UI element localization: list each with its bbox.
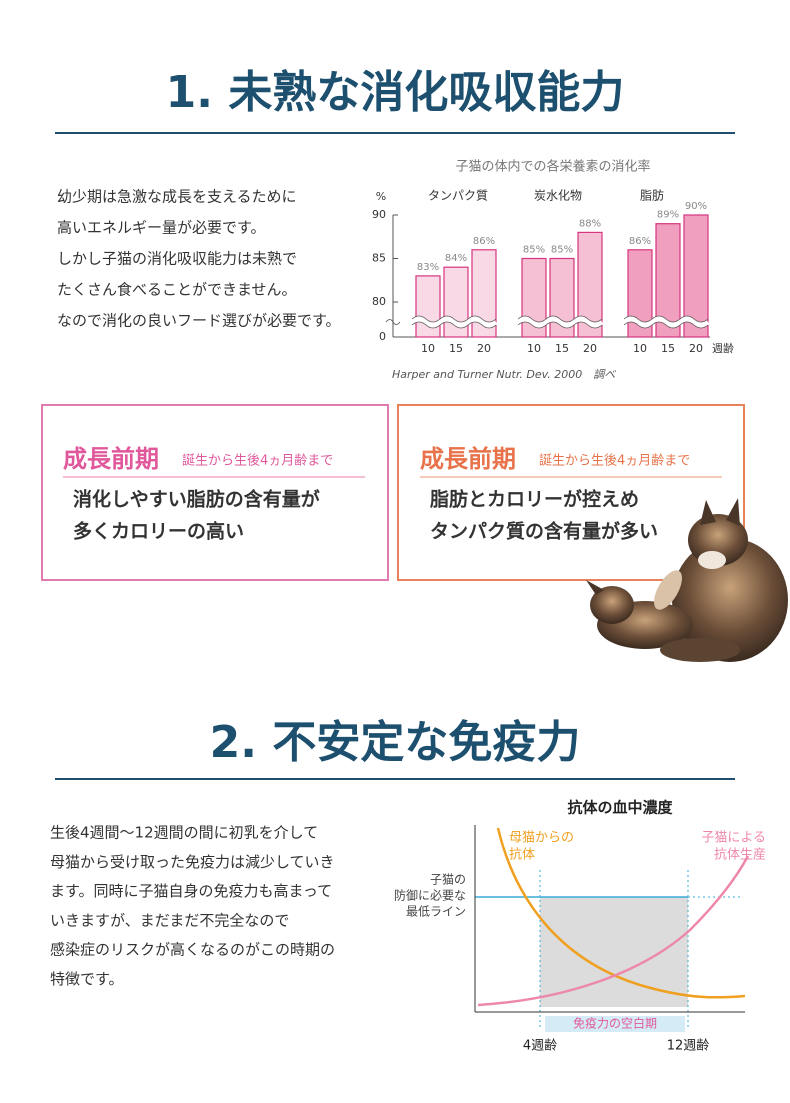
body-line: 生後4週間〜12週間の間に初乳を介して (50, 824, 318, 842)
kitten-curve (477, 855, 750, 1007)
x-unit: 週齢 (712, 341, 734, 355)
value-label: 89% (657, 210, 679, 221)
value-label: 86% (473, 236, 495, 247)
body-text: 幼少期は急激な成長を支えるために高いエネルギー量が必要です。しかし子猫の消化吸収… (57, 188, 341, 330)
body-line: なので消化の良いフード選びが必要です。 (57, 312, 341, 330)
cat-photo (586, 498, 788, 662)
bar-chart: 子猫の体内での各栄養素の消化率% 0 80 85 90 タンパク質 83% 10 84% 15 86… (372, 159, 734, 382)
series-name: 炭水化物 (534, 189, 582, 203)
kitten-label: 抗体生産 (714, 847, 766, 863)
x-tick-label: 15 (555, 342, 569, 355)
x-tick-label: 20 (583, 342, 597, 355)
stage-title: 成長前期 (63, 445, 159, 473)
x-tick-label: 20 (689, 342, 703, 355)
gap-area (540, 897, 688, 1007)
stage-title: 成長前期 (420, 445, 516, 473)
maternal-curve (496, 827, 746, 999)
threshold-label: 防御に必要な (394, 888, 466, 903)
kitten-label: 子猫による (701, 831, 766, 846)
body-line: 幼少期は急激な成長を支えるために (57, 188, 297, 206)
end-label: 12週齢 (667, 1039, 710, 1054)
gap-band (545, 1016, 685, 1032)
series-name: タンパク質 (428, 188, 488, 203)
body-line: しかし子猫の消化吸収能力は未熟で (57, 250, 297, 268)
stage-body: 脂肪とカロリーが控えめ (430, 488, 639, 511)
x-tick-label: 15 (449, 342, 463, 355)
stage-period: 誕生から生後4ヵ月齢まで (539, 454, 690, 469)
threshold-label: 最低ライン (406, 905, 466, 919)
x-tick-label: 10 (527, 342, 541, 355)
body-line: いきますが、まだまだ不完全なので (50, 911, 289, 929)
body-line: 感染症のリスクが高くなるのがこの時期の (50, 941, 335, 959)
diagram-title: 抗体の血中濃度 (567, 799, 673, 817)
body-text: 生後4週間〜12週間の間に初乳を介して母猫から受け取った免疫力は減少していきます… (50, 824, 335, 989)
value-label: 85% (551, 245, 573, 256)
y-tick-label: 0 (379, 330, 386, 343)
body-line: 高いエネルギー量が必要です。 (57, 219, 266, 237)
x-tick-label: 20 (477, 342, 491, 355)
x-tick-label: 10 (633, 342, 647, 355)
y-tick-label: 80 (372, 295, 386, 308)
stage-box (41, 404, 389, 581)
axis-break (517, 315, 603, 329)
axis-break (410, 316, 498, 328)
stage-period: 誕生から生後4ヵ月齢まで (182, 454, 333, 469)
section-title: 2. 不安定な免疫力 (210, 717, 581, 768)
section-title: 1. 未熟な消化吸収能力 (166, 67, 625, 118)
value-label: 90% (685, 201, 707, 212)
stage-body: 多くカロリーの高い (73, 520, 244, 543)
bar (683, 214, 709, 338)
value-label: 86% (629, 236, 651, 247)
axis-break (623, 315, 709, 329)
axis-break (411, 315, 497, 329)
axis-break (516, 316, 604, 328)
stage-box (397, 404, 745, 581)
stage-body: タンパク質の含有量が多い (430, 520, 658, 543)
bar (415, 275, 441, 338)
body-line: 特徴です。 (50, 970, 124, 988)
y-tick-label: 85 (372, 252, 386, 265)
x-tick-label: 10 (421, 342, 435, 355)
body-line: 母猫から受け取った免疫力は減少していき (50, 853, 335, 871)
value-label: 88% (579, 218, 601, 229)
body-line: たくさん食べることができません。 (57, 281, 297, 299)
stage-body: 消化しやすい脂肪の含有量が (73, 488, 320, 511)
gap-label: 免疫力の空白期 (573, 1016, 657, 1031)
x-tick-label: 15 (661, 342, 675, 355)
threshold-label: 子猫の (430, 873, 466, 887)
axis-break (385, 319, 401, 325)
value-label: 83% (417, 262, 439, 273)
body-line: ます。同時に子猫自身の免疫力も高まって (50, 882, 332, 900)
y-tick-label: 90 (372, 208, 386, 221)
chart-title: 子猫の体内での各栄養素の消化率 (455, 159, 650, 175)
series-name: 脂肪 (640, 188, 664, 203)
maternal-label: 抗体 (509, 848, 535, 863)
chart-source: Harper and Turner Nutr. Dev. 2000 調べ (392, 368, 616, 381)
start-label: 4週齢 (523, 1039, 557, 1054)
axis-break (622, 316, 710, 328)
maternal-label: 母猫からの (509, 831, 574, 846)
value-label: 85% (523, 245, 545, 256)
value-label: 84% (445, 253, 467, 264)
y-unit: % (376, 190, 386, 203)
